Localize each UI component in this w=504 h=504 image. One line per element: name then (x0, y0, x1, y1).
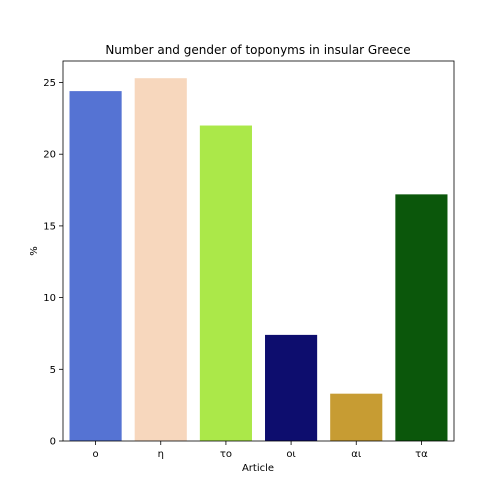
y-tick-label: 25 (43, 78, 56, 89)
plot-frame (62, 60, 455, 442)
y-tick-label: 10 (43, 293, 56, 304)
bar-1 (69, 91, 122, 441)
bar-6 (395, 194, 448, 441)
y-tick-label: 15 (43, 221, 56, 232)
y-tick-label: 0 (50, 437, 56, 448)
bar-2 (134, 78, 187, 441)
y-tick-label: 20 (43, 150, 56, 161)
y-axis-label: % (29, 246, 40, 256)
x-tick-label: οι (286, 449, 296, 460)
chart-title: Number and gender of toponyms in insular… (105, 43, 410, 57)
bar-4 (265, 334, 318, 441)
y-tick-label: 5 (50, 365, 56, 376)
y-axis: 0 5 10 15 20 25 (43, 78, 63, 448)
x-tick-label: τα (415, 449, 428, 460)
x-axis-label: Article (242, 463, 274, 474)
bar-5 (330, 393, 383, 441)
x-tick-label: ο (93, 449, 99, 460)
x-axis: ο η το οι αι τα (93, 441, 428, 460)
x-tick-label: η (158, 449, 164, 460)
x-tick-label: αι (351, 449, 362, 460)
bar-3 (199, 125, 252, 441)
x-tick-label: το (220, 449, 232, 460)
bars-group (69, 78, 448, 441)
